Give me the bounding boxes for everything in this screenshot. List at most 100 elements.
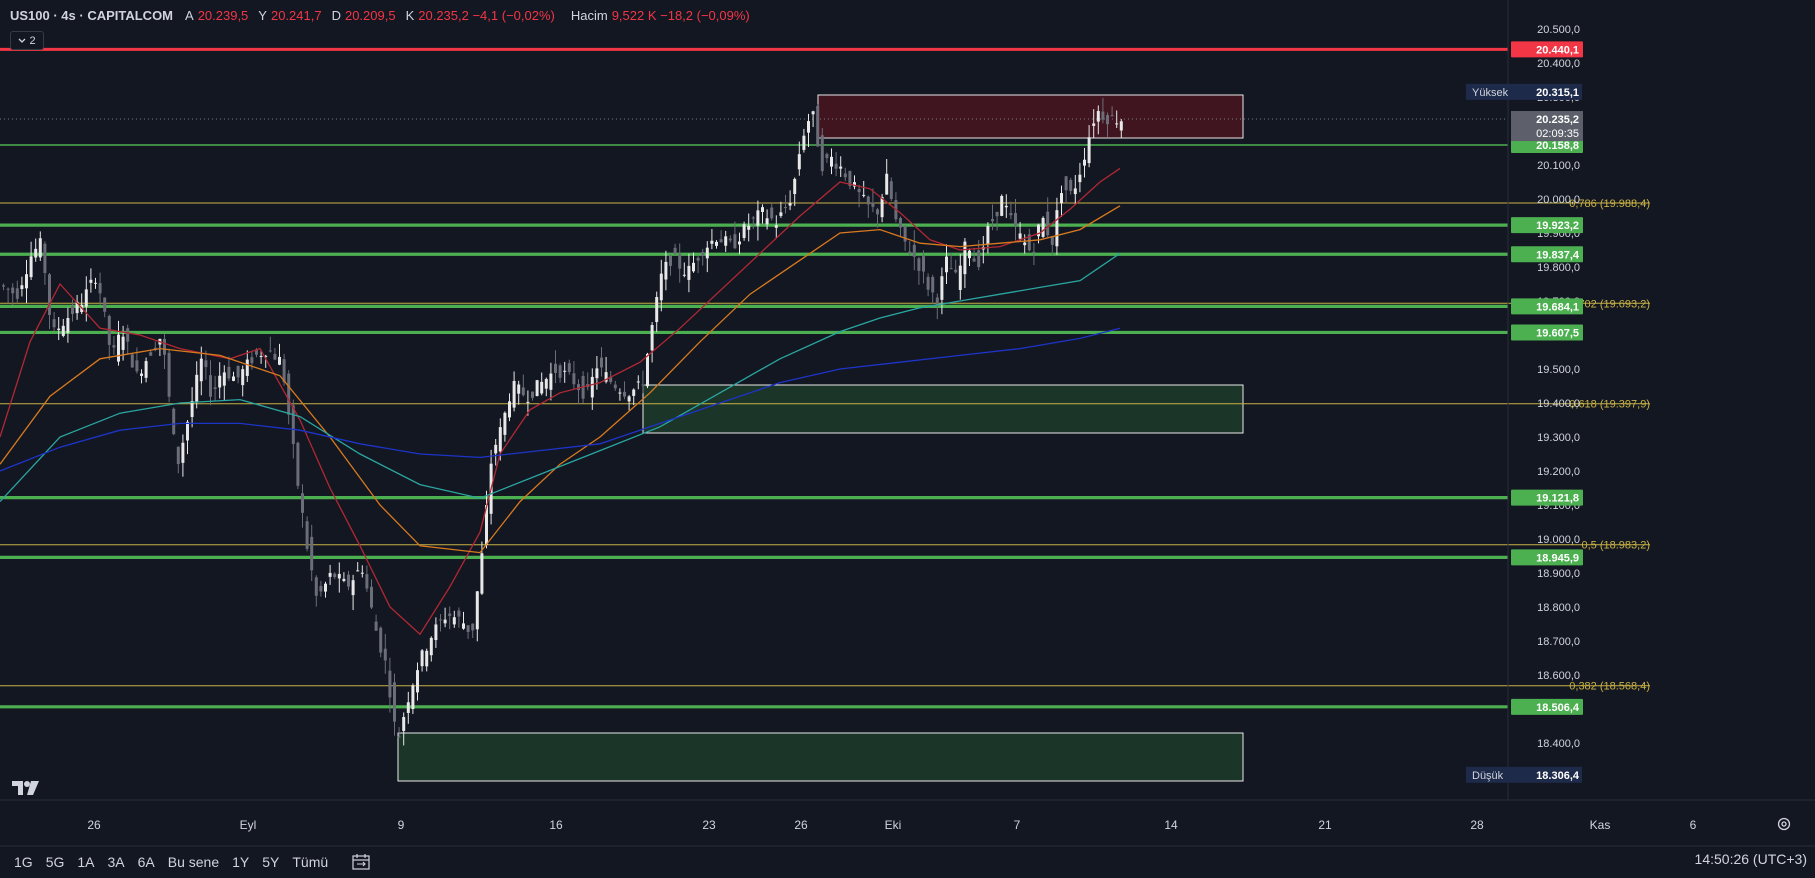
- demand-zone-box-mid[interactable]: [642, 384, 1244, 434]
- candle-body: [839, 166, 843, 169]
- session-clock[interactable]: 14:50:26 (UTC+3): [1694, 851, 1807, 867]
- candle-body: [669, 255, 672, 266]
- symbol-title[interactable]: US100 · 4s · CAPITALCOM: [10, 8, 174, 23]
- candle-body: [641, 384, 645, 386]
- candle-body: [167, 352, 171, 397]
- supply-zone-box[interactable]: [817, 94, 1244, 139]
- candle-body: [590, 376, 594, 398]
- support-price-tag-group[interactable]: 19.837,4: [1511, 246, 1583, 263]
- price-tick-label: 19.200,0: [1537, 466, 1580, 478]
- candle-body: [1119, 121, 1123, 131]
- candle-body: [98, 283, 102, 294]
- candle-body: [922, 256, 925, 272]
- candle-body: [1027, 234, 1031, 251]
- range-all[interactable]: Tümü: [292, 854, 329, 870]
- candle-body: [103, 297, 107, 312]
- candle-body: [517, 384, 521, 394]
- candle-body: [512, 380, 516, 408]
- range-6m[interactable]: 6A: [137, 854, 155, 870]
- range-1m[interactable]: 1A: [77, 854, 95, 870]
- candle-body: [1060, 193, 1063, 204]
- candle-body: [209, 375, 212, 397]
- candle-body: [678, 253, 682, 269]
- candle-body: [305, 521, 309, 549]
- candle-body: [572, 373, 576, 385]
- candle-body: [374, 621, 378, 631]
- candle-body: [908, 251, 912, 254]
- support-price-tag-bg: [1511, 489, 1583, 506]
- price-tick-label: 18.600,0: [1537, 670, 1580, 682]
- candle-body: [945, 256, 948, 273]
- price-tick-label: 19.500,0: [1537, 364, 1580, 376]
- candle-body: [1096, 111, 1100, 122]
- resistance-price-tag-group[interactable]: 20.440,1: [1511, 41, 1583, 58]
- candle-body: [903, 225, 907, 242]
- low-value: 20.209,5: [344, 8, 396, 23]
- support-price-tag-group[interactable]: 18.945,9: [1511, 549, 1583, 566]
- candle-body: [613, 384, 617, 389]
- price-tick-label: 18.800,0: [1537, 602, 1580, 614]
- candle-body: [508, 401, 511, 418]
- candle-body: [563, 370, 567, 372]
- close-label: K: [405, 8, 415, 23]
- bar-countdown: 02:09:35: [1536, 128, 1579, 140]
- candle-body: [71, 306, 74, 315]
- candle-body: [853, 182, 856, 187]
- support-price-tag: 18.506,4: [1536, 702, 1580, 714]
- candle-body: [222, 372, 226, 386]
- candle-body: [370, 586, 373, 608]
- candle-body: [1073, 188, 1077, 195]
- high-value: 20.241,7: [270, 8, 322, 23]
- candle-body: [811, 111, 815, 115]
- candle-body: [342, 578, 346, 581]
- support-price-tag-group[interactable]: 19.923,2: [1511, 217, 1583, 234]
- range-3m[interactable]: 3A: [107, 854, 125, 870]
- support-price-tag-group[interactable]: 19.684,1: [1511, 298, 1583, 315]
- candle-body: [834, 163, 838, 169]
- indicators-toggle-button[interactable]: 2: [10, 31, 44, 50]
- candle-body: [204, 360, 208, 368]
- candle-body: [968, 250, 971, 259]
- candle-body: [719, 239, 723, 243]
- volume-value: 9,522 K −18,2 (−0,09%): [611, 8, 750, 23]
- candle-body: [379, 627, 383, 653]
- range-5d[interactable]: 5G: [45, 854, 65, 870]
- candle-body: [949, 268, 953, 270]
- candle-body: [862, 194, 866, 196]
- candle-body: [393, 682, 396, 722]
- range-ytd[interactable]: Bu sene: [167, 854, 220, 870]
- candle-body: [199, 358, 203, 382]
- candle-body: [710, 240, 714, 244]
- fib-label: 0,382 (18.568,4): [1569, 681, 1650, 693]
- support-price-tag-group[interactable]: 18.506,4: [1511, 698, 1583, 715]
- candle-body: [130, 354, 134, 368]
- candle-body: [1083, 159, 1086, 166]
- support-price-tag-bg: [1511, 246, 1583, 263]
- candle-body: [738, 241, 741, 245]
- tradingview-logo-icon[interactable]: [12, 780, 40, 796]
- candle-body: [52, 319, 56, 328]
- range-1y[interactable]: 1Y: [232, 854, 250, 870]
- candle-body: [567, 363, 571, 373]
- low-label: D: [331, 8, 341, 23]
- candle-body: [820, 135, 824, 172]
- support-price-tag-bg: [1511, 549, 1583, 566]
- candle-body: [1078, 174, 1082, 183]
- range-5y[interactable]: 5Y: [262, 854, 280, 870]
- support-price-tag-group[interactable]: 19.121,8: [1511, 489, 1583, 506]
- candle-body: [531, 391, 534, 398]
- calendar-range-icon[interactable]: [352, 854, 370, 870]
- range-1d[interactable]: 1G: [14, 854, 33, 870]
- candle-body: [728, 238, 732, 241]
- candle-body: [963, 241, 967, 275]
- candle-body: [1106, 115, 1109, 125]
- support-price-tag-group[interactable]: 19.607,5: [1511, 324, 1583, 341]
- settings-gear-icon[interactable]: [1776, 816, 1792, 832]
- candle-body: [618, 392, 622, 394]
- candle-body: [416, 670, 419, 693]
- current-price-tag[interactable]: 20.235,2 02:09:35: [1511, 111, 1583, 142]
- demand-zone-box-low[interactable]: [397, 732, 1244, 782]
- support-price-tag: 19.607,5: [1536, 327, 1579, 339]
- candle-body: [1004, 205, 1008, 208]
